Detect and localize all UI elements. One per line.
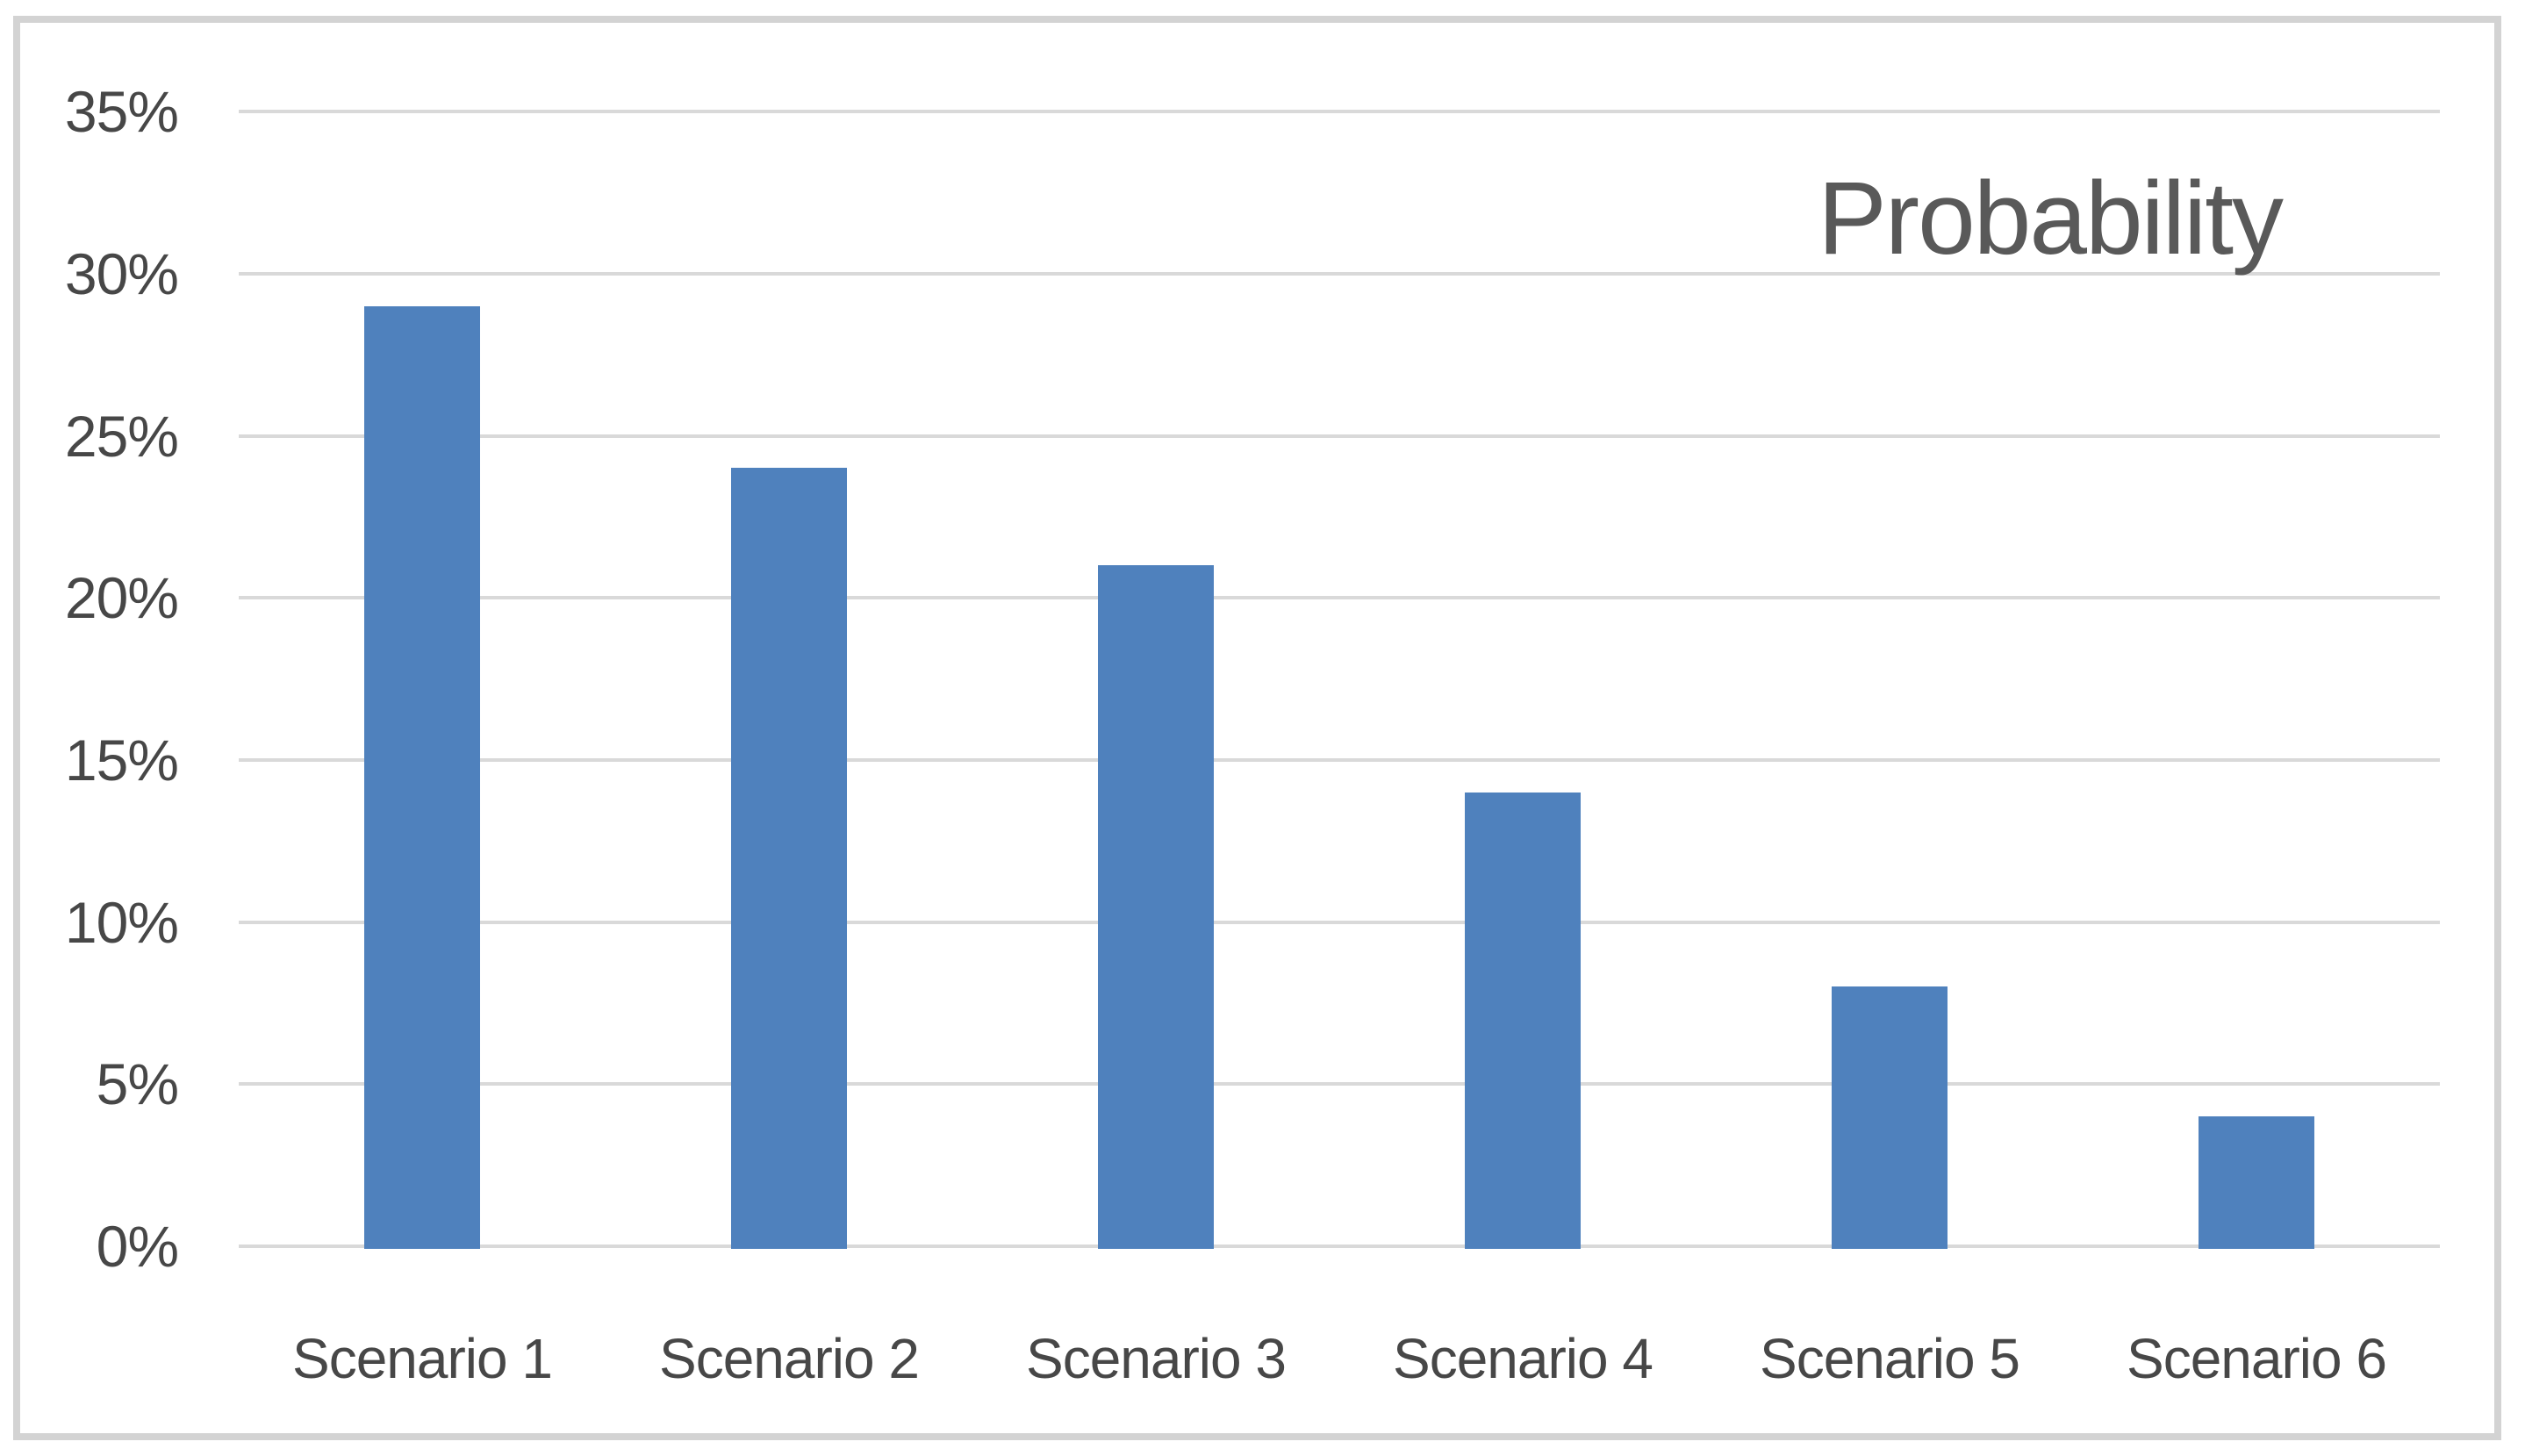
bar-scenario-3 [1098, 565, 1214, 1249]
y-axis-label-5pct: 5% [96, 1051, 179, 1117]
x-axis-label-scenario-5: Scenario 5 [1760, 1327, 2020, 1390]
x-axis-label-scenario-3: Scenario 3 [1026, 1327, 1287, 1390]
x-axis-label-scenario-4: Scenario 4 [1393, 1327, 1653, 1390]
gridline-5pct [239, 1082, 2440, 1087]
gridline-0pct [239, 1244, 2440, 1248]
bar-scenario-6 [2199, 1116, 2314, 1249]
x-axis-label-scenario-1: Scenario 1 [292, 1327, 553, 1390]
chart-title: Probability [1818, 161, 2284, 276]
y-axis-label-30pct: 30% [64, 240, 179, 306]
y-axis-label-10pct: 10% [64, 889, 179, 955]
bar-scenario-2 [731, 468, 847, 1249]
gridline-30pct [239, 271, 2440, 276]
y-axis-label-35pct: 35% [64, 79, 179, 145]
gridline-25pct [239, 434, 2440, 438]
x-axis-label-scenario-2: Scenario 2 [659, 1327, 920, 1390]
bar-scenario-1 [364, 305, 480, 1249]
gridline-35pct [239, 110, 2440, 114]
gridline-15pct [239, 757, 2440, 762]
gridline-10pct [239, 920, 2440, 924]
bar-scenario-5 [1832, 986, 1948, 1249]
y-axis-label-0pct: 0% [96, 1214, 179, 1279]
gridline-20pct [239, 596, 2440, 600]
y-axis-label-25pct: 25% [64, 403, 179, 469]
y-axis-label-20pct: 20% [64, 565, 179, 631]
bar-scenario-4 [1465, 792, 1581, 1249]
y-axis-label-15pct: 15% [64, 727, 179, 793]
x-axis-label-scenario-6: Scenario 6 [2127, 1327, 2387, 1390]
